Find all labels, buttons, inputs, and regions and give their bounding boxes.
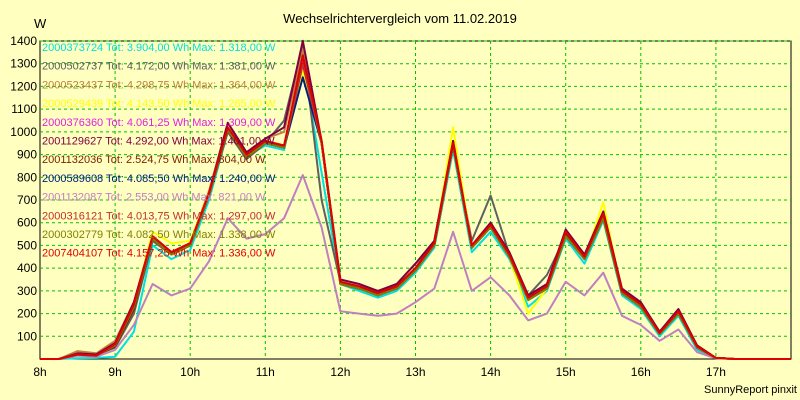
y-tick-label: 100 xyxy=(17,329,37,343)
legend-entry: 2000529439 Tot: 4.143,50 Wh Max: 1.265,0… xyxy=(42,98,276,110)
footer-credit: SunnyReport pinxit xyxy=(704,384,797,396)
y-axis-ticks: 100 200 300 400 500 600 700 800 900 1000 1100 1200 1… xyxy=(10,34,37,343)
chart-title: Wechselrichtervergleich vom 11.02.2019 xyxy=(283,11,517,26)
series-line xyxy=(40,174,791,360)
y-tick-label: 1000 xyxy=(10,125,37,139)
y-tick-label: 300 xyxy=(17,284,37,298)
y-tick-label: 200 xyxy=(17,307,37,321)
legend-entry: 2001132036 Tot: 2.524,75 Wh Max: 804,00 … xyxy=(42,154,266,166)
x-tick-label: 10h xyxy=(180,365,200,379)
legend-entry: 2000373724 Tot: 3.904,00 Wh Max: 1.318,0… xyxy=(42,42,276,54)
y-tick-label: 900 xyxy=(17,148,37,162)
series-line xyxy=(40,54,791,360)
series-lines xyxy=(40,39,791,360)
legend-entry: 2000589608 Tot: 4.085,50 Wh Max: 1.240,0… xyxy=(42,173,276,185)
legend: 2000373724 Tot: 3.904,00 Wh Max: 1.318,0… xyxy=(42,42,276,260)
y-tick-label: 700 xyxy=(17,193,37,207)
x-axis-ticks: 8h 9h 10h 11h 12h 13h 14h 15h 16h 17h xyxy=(33,365,726,379)
y-tick-label: 1300 xyxy=(10,57,37,71)
y-axis-unit: W xyxy=(34,16,47,31)
y-tick-label: 1200 xyxy=(10,79,37,93)
legend-entry: 2000302779 Tot: 4.082,50 Wh Max: 1.338,0… xyxy=(42,229,276,241)
x-tick-label: 17h xyxy=(706,365,726,379)
x-tick-label: 8h xyxy=(33,365,46,379)
x-tick-label: 14h xyxy=(481,365,501,379)
x-tick-label: 12h xyxy=(330,365,350,379)
x-tick-label: 15h xyxy=(556,365,576,379)
legend-entry: 2000523437 Tot: 4.298,75 Wh Max: 1.364,0… xyxy=(42,79,276,91)
y-tick-label: 1400 xyxy=(10,34,37,48)
legend-entry: 2000376360 Tot: 4.061,25 Wh Max: 1.309,0… xyxy=(42,117,276,129)
x-tick-label: 16h xyxy=(631,365,651,379)
x-tick-label: 9h xyxy=(108,365,121,379)
series-line xyxy=(40,60,791,360)
y-tick-label: 600 xyxy=(17,216,37,230)
legend-entry: 2000316121 Tot: 4.013,75 Wh Max: 1.297,0… xyxy=(42,210,276,222)
x-tick-label: 13h xyxy=(405,365,425,379)
x-tick-label: 11h xyxy=(256,365,275,379)
y-tick-label: 800 xyxy=(17,170,37,184)
legend-entry: 2000502737 Tot: 4.172,00 Wh Max: 1.381,0… xyxy=(42,61,276,73)
legend-entry: 2007404107 Tot: 4.157,25 Wh Max: 1.336,0… xyxy=(42,248,276,260)
y-tick-label: 500 xyxy=(17,238,37,252)
y-tick-label: 1100 xyxy=(11,102,37,116)
legend-entry: 2001129627 Tot: 4.292,00 Wh Max: 1.401,0… xyxy=(42,136,275,148)
legend-entry: 2001132087 Tot: 2.553,00 Wh Max: 821,00 … xyxy=(42,192,266,204)
y-tick-label: 400 xyxy=(17,261,37,275)
